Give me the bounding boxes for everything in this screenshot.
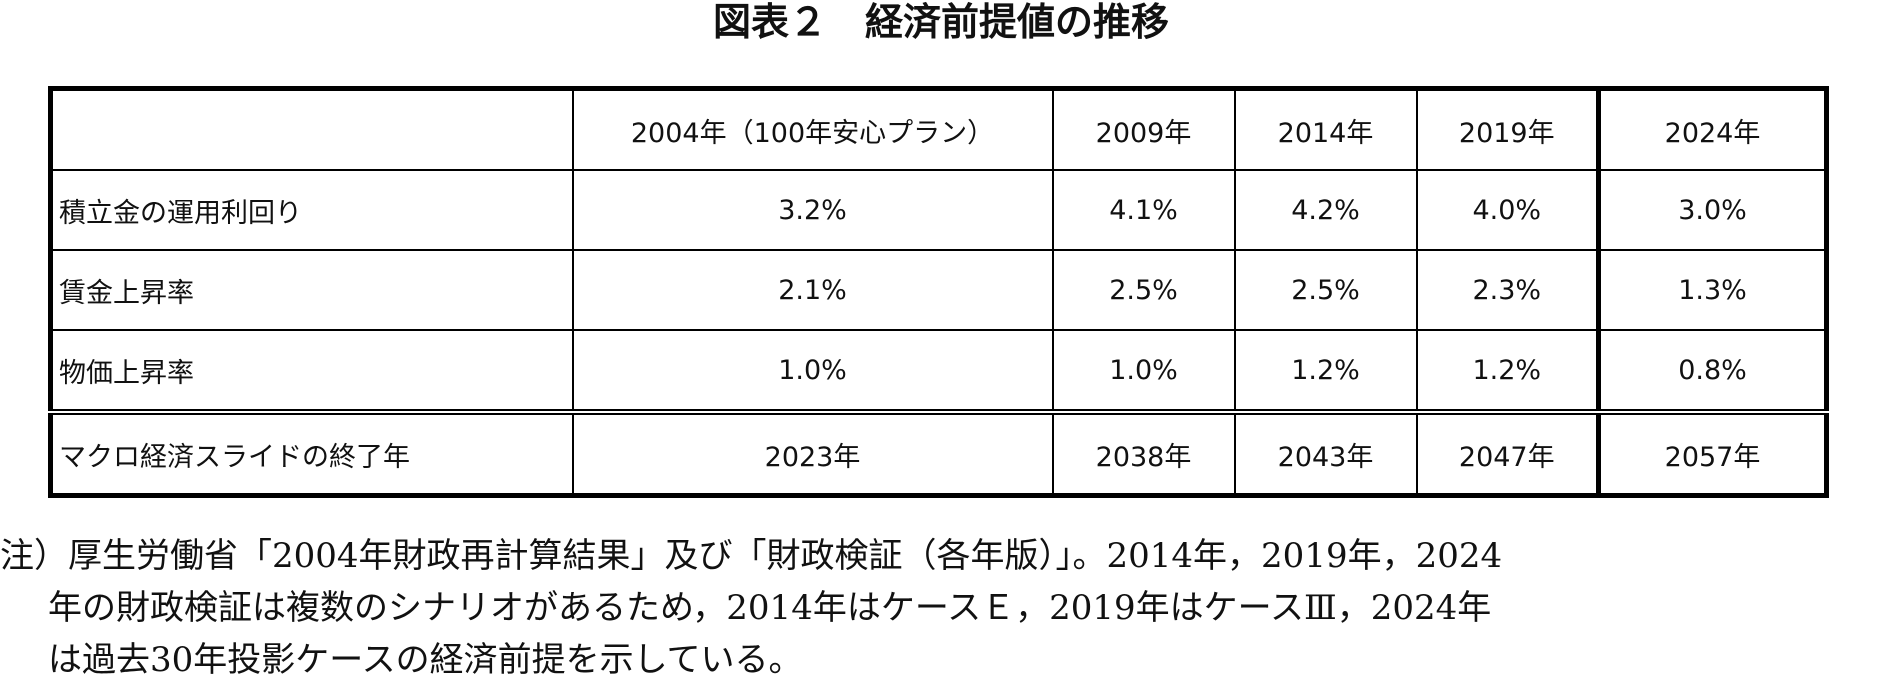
note-line: は過去30年投影ケースの経済前提を示している。 (48, 640, 803, 680)
cell: 1.2% (1233, 329, 1418, 413)
cell: 1.0% (571, 329, 1054, 413)
table: 2004年（100年安心プラン） 2009年 2014年 2019年 2024年 積立金の… (48, 86, 1829, 498)
cell: 1.0% (1051, 329, 1236, 413)
cell: 2.3% (1415, 249, 1600, 331)
cell: 2.1% (571, 249, 1054, 331)
cell: 2024年 (1596, 87, 1828, 171)
note-line: 注）厚生労働省「2004年財政再計算結果」及び「財政検証（各年版）」。2014年… (0, 536, 1503, 576)
cell: 2057年 (1596, 409, 1828, 497)
cell: 2019年 (1415, 87, 1600, 171)
note: 注）厚生労働省「2004年財政再計算結果」及び「財政検証（各年版）」。2014年… (0, 530, 1502, 686)
row-label: 物価上昇率 (49, 329, 574, 413)
cell: 3.2% (571, 169, 1054, 251)
cell: 0.8% (1596, 329, 1828, 413)
row-label: 賃金上昇率 (49, 249, 574, 331)
row-label: マクロ経済スライドの終了年 (49, 409, 574, 497)
cell: 1.2% (1415, 329, 1600, 413)
table-row: 積立金の運用利回り 3.2% 4.1% 4.2% 4.0% 3.0% (49, 169, 1828, 251)
cell: 2004年（100年安心プラン） (571, 87, 1054, 171)
table-row: 2004年（100年安心プラン） 2009年 2014年 2019年 2024年 (49, 87, 1828, 171)
cell: 2009年 (1051, 87, 1236, 171)
row-label: 積立金の運用利回り (49, 169, 574, 251)
cell: 4.2% (1233, 169, 1418, 251)
table-row: 賃金上昇率 2.1% 2.5% 2.5% 2.3% 1.3% (49, 249, 1828, 331)
cell: 2.5% (1051, 249, 1236, 331)
table-row: 物価上昇率 1.0% 1.0% 1.2% 1.2% 0.8% (49, 329, 1828, 413)
note-line: 年の財政検証は複数のシナリオがあるため，2014年はケースＥ，2019年はケース… (48, 588, 1492, 628)
cell: 2.5% (1233, 249, 1418, 331)
cell: 2043年 (1233, 409, 1418, 497)
cell: 3.0% (1596, 169, 1828, 251)
cell: 1.3% (1596, 249, 1828, 331)
cell: 2038年 (1051, 409, 1236, 497)
cell: 4.1% (1051, 169, 1236, 251)
cell: 2047年 (1415, 409, 1600, 497)
cell: 2014年 (1233, 87, 1418, 171)
cell: 4.0% (1415, 169, 1600, 251)
row-label (49, 87, 574, 171)
table-row: マクロ経済スライドの終了年 2023年 2038年 2043年 2047年 2057年 (49, 409, 1828, 497)
cell: 2023年 (571, 409, 1054, 497)
title: 図表２ 経済前提値の推移 (712, 0, 1169, 44)
